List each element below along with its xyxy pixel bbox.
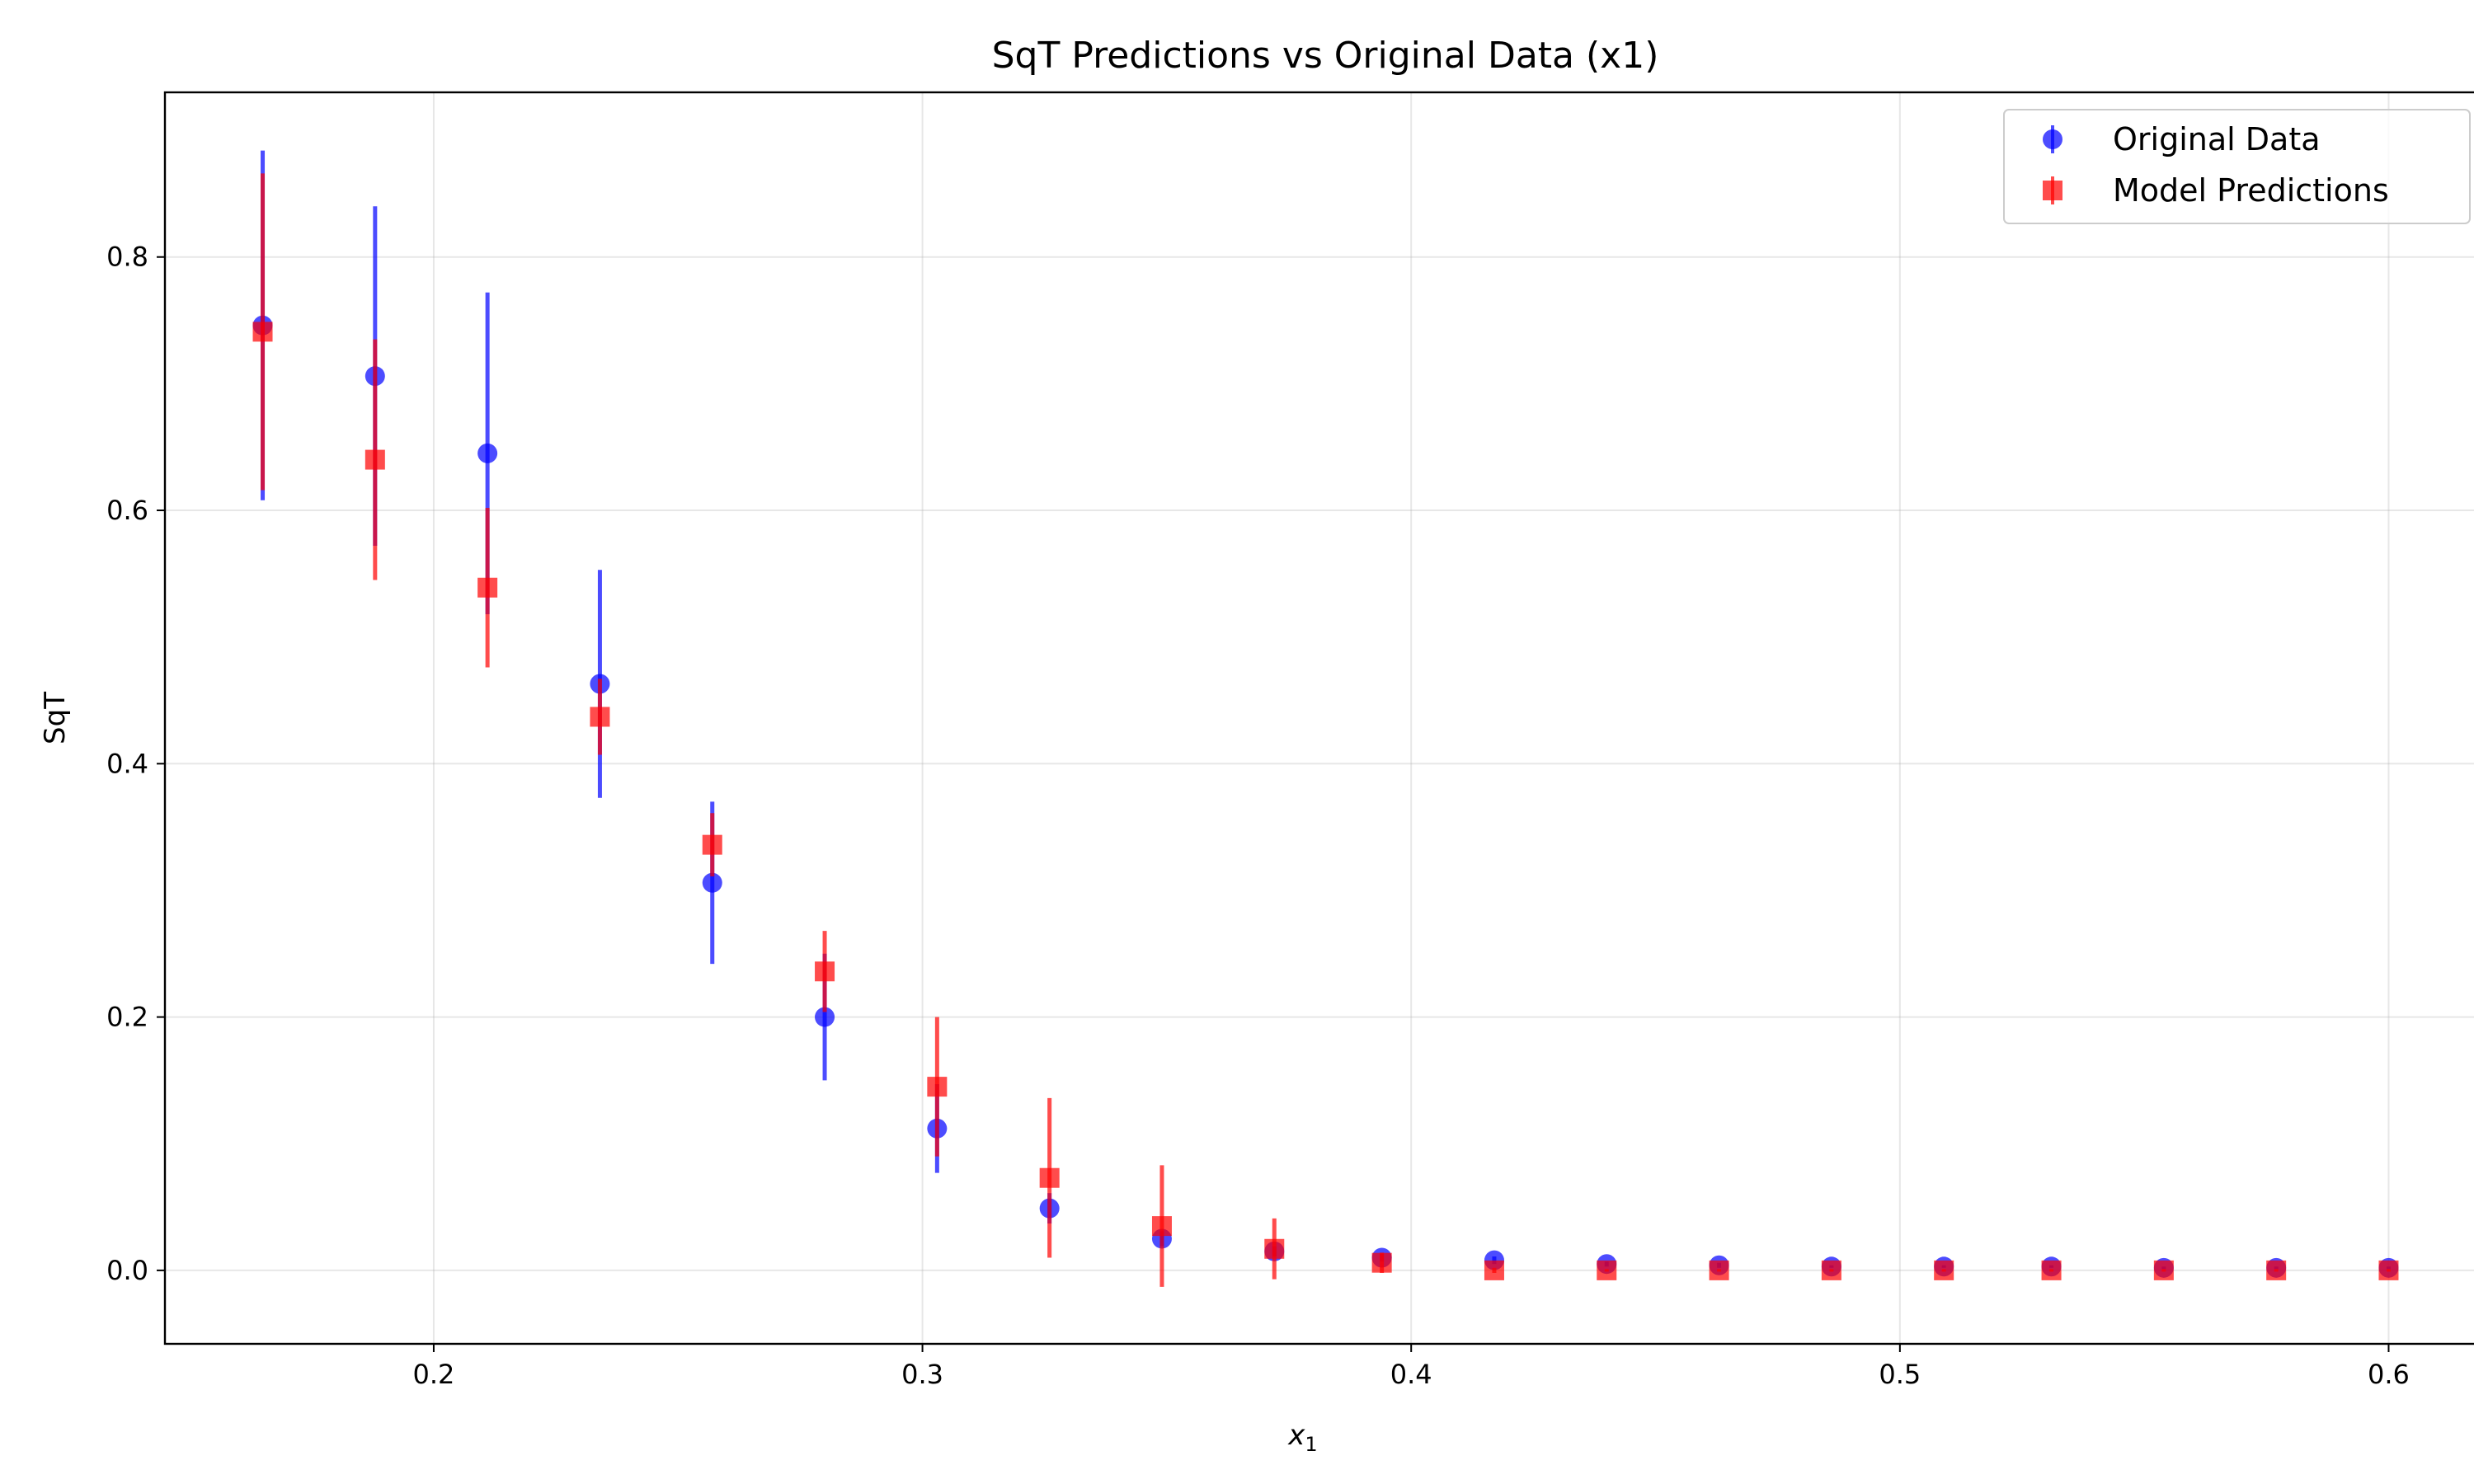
y-tick-label: 0.4 xyxy=(106,748,148,779)
y-tick-label: 0.0 xyxy=(106,1255,148,1286)
data-point-model xyxy=(815,961,835,982)
data-point-model xyxy=(1821,1260,1841,1280)
legend-frame xyxy=(2003,109,2471,224)
legend-item-model-predictions: Model Predictions xyxy=(2043,172,2389,209)
x-tick-label: 0.3 xyxy=(901,1359,943,1390)
x-axis-ticks: 0.2 0.3 0.4 0.5 0.6 xyxy=(413,1344,2410,1390)
chart-title: SqT Predictions vs Original Data (x1) xyxy=(992,35,1659,77)
data-point-model xyxy=(1264,1238,1285,1259)
data-point-model xyxy=(477,577,498,598)
data-point-model xyxy=(702,834,722,855)
data-point-model xyxy=(1151,1216,1172,1237)
data-point-model xyxy=(2378,1260,2399,1280)
data-point-model xyxy=(1039,1167,1060,1188)
series-model xyxy=(252,173,2399,1287)
data-point-model xyxy=(1934,1260,1954,1280)
data-point-original xyxy=(815,1007,835,1027)
legend-label-original-data: Original Data xyxy=(2113,121,2321,157)
legend-label-model-predictions: Model Predictions xyxy=(2113,172,2389,209)
data-point-original xyxy=(702,872,722,893)
y-tick-label: 0.6 xyxy=(106,495,148,526)
data-point-model xyxy=(2266,1260,2287,1280)
x-tick-label: 0.2 xyxy=(413,1359,455,1390)
data-point-model xyxy=(1597,1260,1617,1280)
y-axis-ticks: 0.0 0.2 0.4 0.6 0.8 xyxy=(106,242,165,1286)
data-point-model xyxy=(2153,1260,2174,1280)
legend-item-original-data: Original Data xyxy=(2043,121,2321,157)
data-point-model xyxy=(1709,1260,1729,1280)
data-point-model xyxy=(927,1077,948,1097)
legend-marker-model xyxy=(2043,181,2062,200)
data-point-model xyxy=(590,707,610,727)
y-tick-label: 0.2 xyxy=(106,1002,148,1033)
legend-marker-original xyxy=(2043,129,2062,149)
legend: Original Data Model Predictions xyxy=(2003,109,2471,224)
plot-area-frame xyxy=(163,91,2474,1345)
data-point-model xyxy=(252,322,273,342)
y-axis-label: SqT xyxy=(39,692,72,744)
grid-layer xyxy=(165,92,2474,1344)
y-tick-label: 0.8 xyxy=(106,242,148,273)
x-axis-label-main: x xyxy=(1287,1419,1305,1452)
x-tick-label: 0.5 xyxy=(1879,1359,1921,1390)
data-point-model xyxy=(365,449,385,470)
data-point-model xyxy=(1371,1252,1392,1273)
data-point-original xyxy=(477,443,498,463)
x-tick-label: 0.4 xyxy=(1390,1359,1432,1390)
series-layer xyxy=(252,150,2399,1287)
x-axis-label: x1 xyxy=(1287,1419,1317,1456)
data-point-model xyxy=(2041,1260,2062,1280)
data-point-model xyxy=(1484,1260,1504,1280)
x-tick-label: 0.6 xyxy=(2368,1359,2410,1390)
x-axis-label-subscript: 1 xyxy=(1305,1433,1317,1456)
